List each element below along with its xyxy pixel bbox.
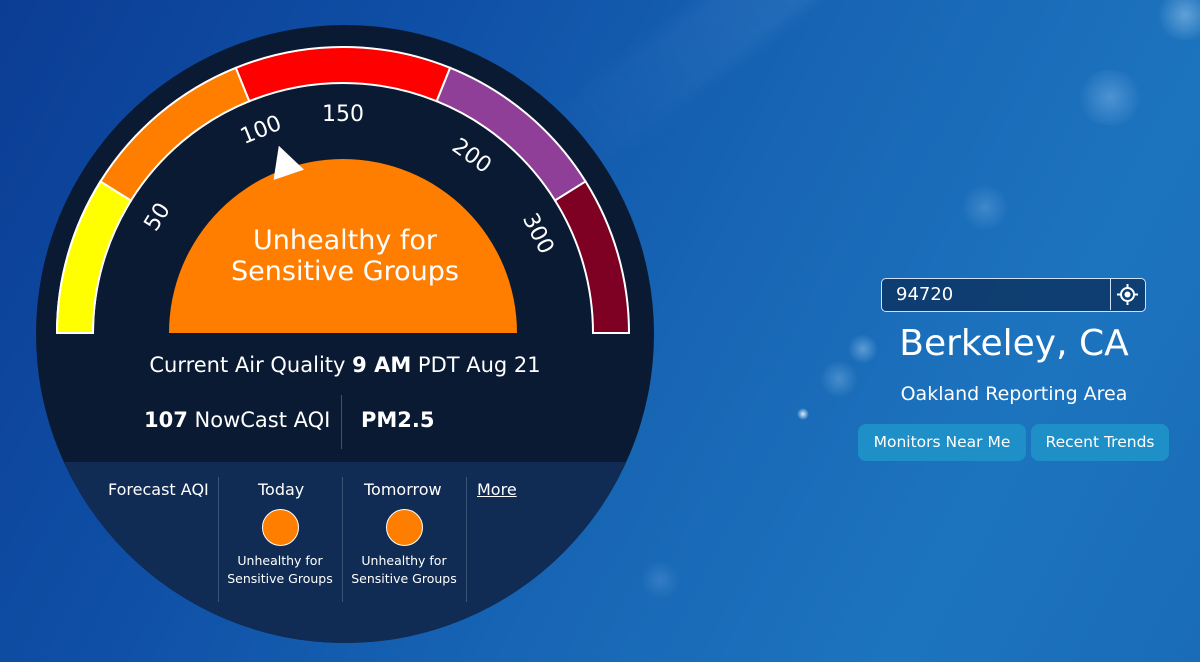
- pollutant-label: PM2.5: [361, 408, 435, 432]
- current-category-label: Unhealthy for Sensitive Groups: [231, 225, 459, 287]
- category-half-disc: [169, 159, 517, 333]
- current-date: PDT Aug 21: [417, 353, 541, 377]
- aqi-band-unhealthy: [234, 46, 452, 103]
- reporting-area: Oakland Reporting Area: [900, 383, 1128, 405]
- forecast-day-tomorrow: Tomorrow: [364, 480, 442, 499]
- aqi-gauge-widget: 50 100 150 200 300 Unhealthy for Sensitive G…: [36, 25, 654, 643]
- forecast-today-category: Unhealthy for Sensitive Groups: [227, 553, 333, 586]
- monitors-near-me-button[interactable]: Monitors Near Me: [858, 424, 1026, 461]
- city-name: Berkeley, CA: [899, 323, 1129, 364]
- scale-label-300: 300: [517, 209, 558, 258]
- aqi-needle: [273, 145, 305, 181]
- background-lens-flare: [960, 185, 1010, 230]
- scale-label-100: 100: [237, 111, 285, 150]
- forecast-tomorrow-indicator: [386, 509, 423, 546]
- locate-button[interactable]: [1110, 279, 1145, 310]
- forecast-divider: [218, 477, 219, 602]
- zip-code-input[interactable]: [882, 279, 1110, 310]
- background-lens-flare: [820, 360, 858, 398]
- scale-label-150: 150: [322, 102, 364, 127]
- nowcast-row: 107 NowCast AQI PM2.5: [36, 395, 654, 449]
- forecast-divider: [466, 477, 467, 602]
- nowcast-divider: [341, 395, 342, 449]
- recent-trends-button[interactable]: Recent Trends: [1031, 424, 1169, 461]
- aqi-band-moderate: [55, 180, 133, 334]
- aqi-band-unhealthy-for-sensitive-groups: [99, 66, 251, 202]
- current-air-quality-prefix: Current Air Quality: [149, 353, 346, 377]
- crosshair-locate-icon: [1117, 284, 1138, 305]
- nowcast-aqi-value: 107: [144, 408, 188, 432]
- forecast-panel: Forecast AQI Today Unhealthy for Sensiti…: [36, 462, 654, 643]
- current-air-quality-line: Current Air Quality 9 AM PDT Aug 21: [36, 353, 654, 377]
- nowcast-aqi-label: NowCast AQI: [194, 408, 331, 432]
- forecast-today-indicator: [262, 509, 299, 546]
- forecast-more-link[interactable]: More: [477, 480, 517, 499]
- scale-label-200: 200: [447, 134, 496, 179]
- aqi-band-hazardous: [553, 180, 631, 334]
- current-time: 9 AM: [352, 353, 412, 377]
- nowcast-aqi: 107 NowCast AQI: [144, 405, 330, 435]
- background-lens-flare: [1075, 70, 1145, 125]
- aqi-band-very-unhealthy: [435, 66, 587, 202]
- background-lens-flare: [797, 408, 809, 420]
- forecast-divider: [342, 477, 343, 602]
- zip-search-box: [881, 278, 1146, 312]
- background-lens-flare: [1155, 0, 1200, 40]
- aqi-dial: 50 100 150 200 300: [55, 46, 631, 334]
- forecast-tomorrow-category: Unhealthy for Sensitive Groups: [351, 553, 457, 586]
- forecast-day-today: Today: [258, 480, 305, 499]
- scale-label-50: 50: [140, 199, 176, 236]
- forecast-aqi-label: Forecast AQI: [108, 480, 209, 499]
